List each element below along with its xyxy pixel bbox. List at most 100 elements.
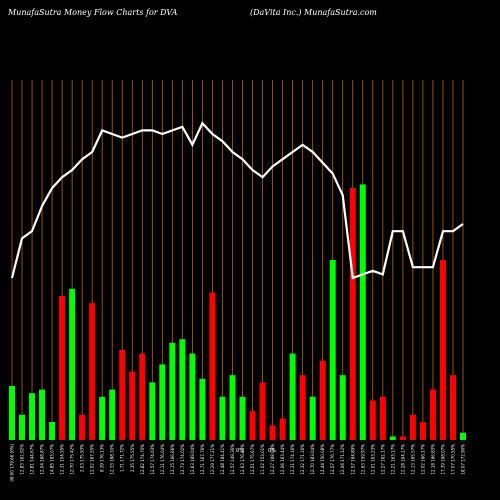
bar <box>259 382 266 440</box>
bar <box>249 411 256 440</box>
bar <box>199 378 206 440</box>
bar <box>419 422 426 440</box>
price-line-group <box>10 121 464 280</box>
x-tick-label: 12.21 163.17% <box>390 444 395 475</box>
price-line <box>10 121 464 280</box>
x-tick-label: 12.63 176.64% <box>240 444 245 475</box>
x-tick-label: 12.31 104.55% <box>60 444 65 475</box>
x-tick-label: 12.04 168.87% <box>40 444 45 475</box>
bar <box>299 375 306 440</box>
x-tick-label: 12.06 171.12% <box>340 444 345 475</box>
bar <box>339 375 346 440</box>
x-tick-label: 12.71 167.76% <box>200 444 205 475</box>
bar <box>429 389 436 440</box>
x-tick-label: 12.48 184.41% <box>220 444 225 475</box>
x-tick-labels: 08:00 179.66 (0%) 12.83 162.92% 12.81 144.… <box>10 444 466 482</box>
x-tick-label: 12.57 174.03% <box>150 444 155 475</box>
bar <box>399 436 406 440</box>
x-tick-label: 12.02 167.55% <box>90 444 95 475</box>
x-tick-label: 8.39 176.13% <box>100 444 105 472</box>
x-tick-label: 11.02 153.01% <box>260 444 265 475</box>
bar <box>99 396 106 440</box>
x-tick-label: 12.18 166.83% <box>430 444 435 475</box>
x-tick-label: 17.39 168.07% <box>440 444 445 475</box>
bar <box>89 303 96 440</box>
bar <box>9 386 15 440</box>
x-tick-label: 12.06 163.44% <box>280 444 285 475</box>
bar <box>149 382 156 440</box>
x-tick-label: 12.70 175.42% <box>70 444 75 475</box>
bar <box>29 393 36 440</box>
chart-subtitle: (DaVita Inc.) MunafaSutra.com <box>250 8 377 17</box>
percent-label: 0% <box>236 448 244 454</box>
bar <box>19 414 26 440</box>
x-tick-label: 12.82 174.70% <box>140 444 145 475</box>
x-tick-label: 12.63 169.04% <box>190 444 195 475</box>
bar <box>159 364 166 440</box>
x-tick-label: 12.28 164.17% <box>400 444 405 475</box>
bar <box>59 296 66 440</box>
x-tick-label: 12.32 171.16% <box>300 444 305 475</box>
bar <box>179 339 186 440</box>
x-tick-label: 12.27 162.17% <box>380 444 385 475</box>
x-tick-label: 12.83 162.92% <box>20 444 25 475</box>
x-tick-label: 12.57 149.36% <box>230 444 235 475</box>
bars <box>9 184 466 440</box>
x-tick-label: 12.02 166.17% <box>420 444 425 475</box>
bar <box>79 414 86 440</box>
x-tick-label: 12.44 150.08% <box>320 444 325 475</box>
x-tick-label: 14.85 183.07% <box>50 444 55 475</box>
x-tick-label: 12.31 174.16% <box>290 444 295 475</box>
bar <box>269 425 276 440</box>
x-tick-label: 18.07 172.90% <box>461 444 466 475</box>
x-tick-label: 2.35 175.55% <box>130 444 135 472</box>
bar <box>209 292 216 440</box>
x-tick-label: 12.73 174.02% <box>180 444 185 475</box>
x-tick-label: 2.03 175.93% <box>80 444 85 472</box>
bar <box>119 350 126 440</box>
bar <box>49 422 56 440</box>
bar <box>449 375 456 440</box>
bar <box>369 400 376 440</box>
bar <box>189 353 196 440</box>
percent-label: 0% <box>268 448 276 454</box>
bar <box>279 418 286 440</box>
x-tick-label: 12.57 164.89% <box>350 444 355 475</box>
chart-title: MunafaSutra Money Flow Charts for DVA <box>8 8 178 17</box>
bar <box>309 396 316 440</box>
x-tick-label: 12.51 175.67% <box>250 444 255 475</box>
bar <box>439 260 446 440</box>
bar <box>359 184 366 440</box>
bar <box>289 353 296 440</box>
bar <box>319 360 326 440</box>
percent-labels: 0% 0% <box>236 448 276 454</box>
bar <box>409 414 416 440</box>
x-tick-label: 12.70 183.04% <box>310 444 315 475</box>
bar <box>219 396 226 440</box>
x-tick-label: 12.29 177.21% <box>210 444 215 475</box>
bar <box>349 188 356 440</box>
x-tick-label: 12.15 166.66% <box>170 444 175 475</box>
x-tick-label: 1.71 171.72% <box>120 444 125 472</box>
bar <box>109 389 116 440</box>
bar <box>329 260 336 440</box>
bar <box>169 342 176 440</box>
x-tick-label: 12.13 165.57% <box>410 444 415 475</box>
x-tick-label: 08:00 179.66 (0%) <box>10 444 15 482</box>
x-tick-label: 12.11 176.04% <box>160 444 165 475</box>
bar <box>69 288 76 440</box>
x-tick-label: 12.01 163.23% <box>370 444 375 475</box>
bar <box>460 432 466 440</box>
bar <box>39 389 46 440</box>
bar <box>389 436 396 440</box>
bar <box>239 396 246 440</box>
grid-lines <box>11 80 464 440</box>
bar <box>229 375 236 440</box>
x-tick-label: 12.63 159.97% <box>360 444 365 475</box>
bar <box>139 353 146 440</box>
x-tick-label: 12.27 168.04% <box>270 444 275 475</box>
x-tick-label: 17.07 170.55% <box>450 444 455 475</box>
x-tick-label: 12.57 176.77% <box>330 444 335 475</box>
x-tick-label: 12.81 144.67% <box>30 444 35 475</box>
